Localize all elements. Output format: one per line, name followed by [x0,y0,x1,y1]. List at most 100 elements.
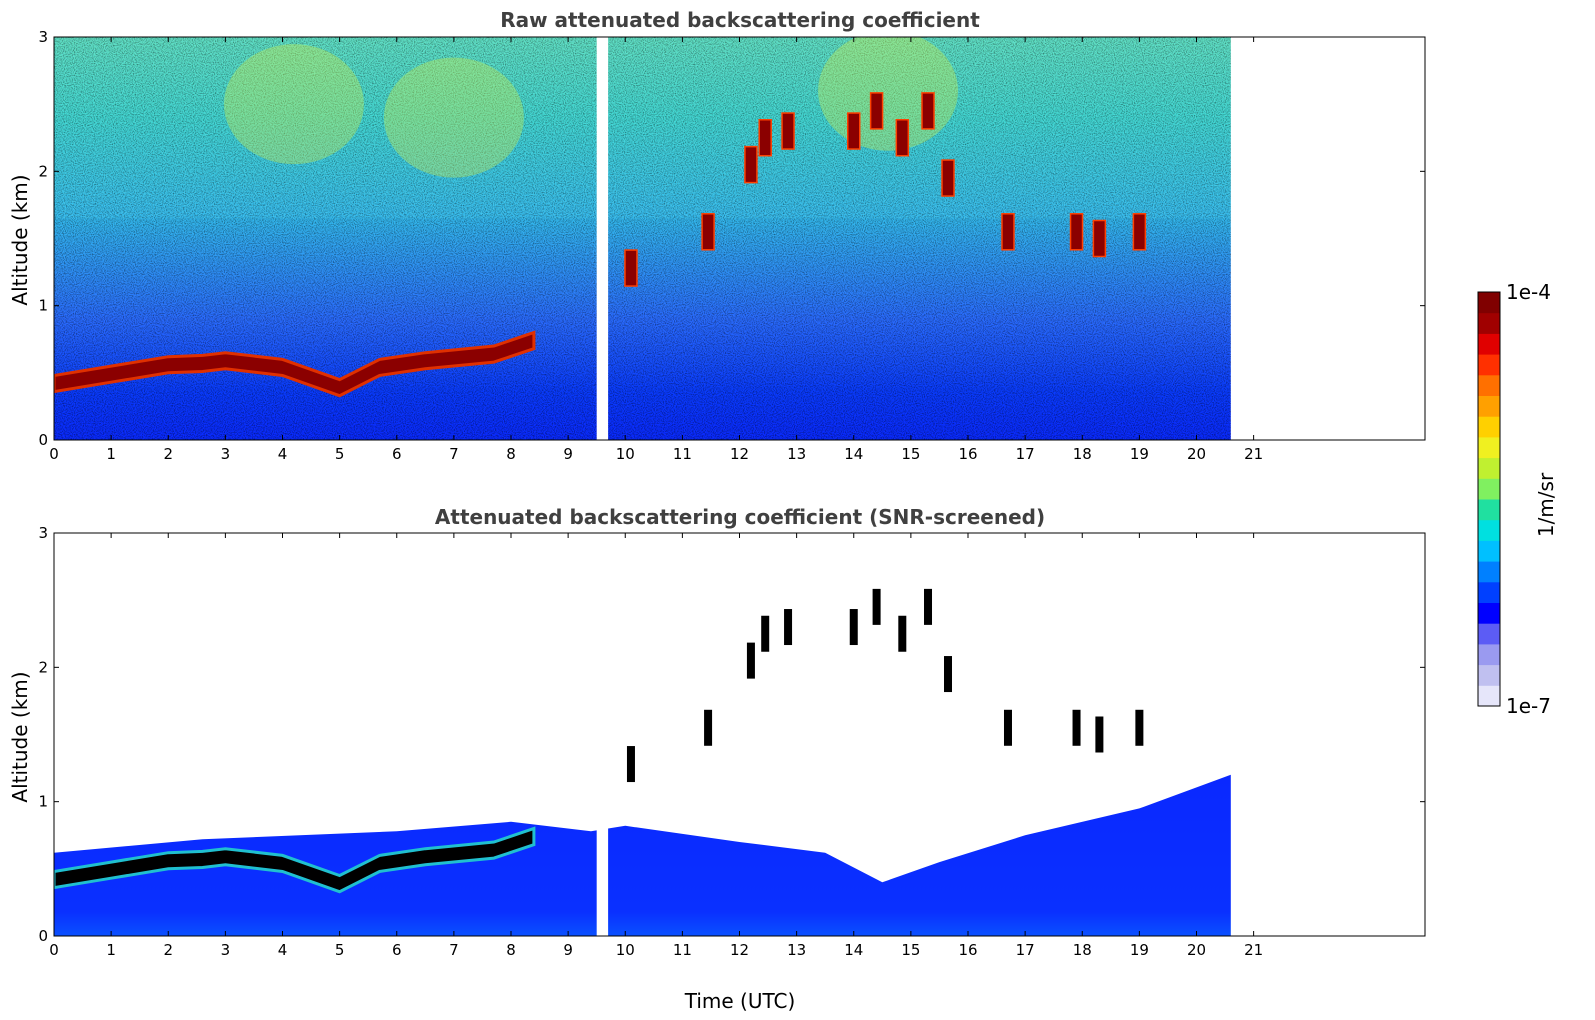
cloud-return [746,642,755,679]
colorbar-band [1478,395,1500,417]
x-tick-label: 5 [335,941,345,959]
x-tick-label: 11 [673,445,692,463]
x-tick-label: 8 [506,941,516,959]
cloud-return [784,609,793,646]
data-gap [596,533,609,936]
x-tick-label: 11 [673,941,692,959]
heatmap-image [54,37,1231,440]
cloud-return [895,119,910,157]
snr-screened-panel: Attenuated backscattering coefficient (S… [8,505,1426,1013]
cloud-return [744,145,758,184]
colorbar-band [1478,664,1500,686]
colorbar-band [1478,436,1500,459]
y-tick-label: 2 [38,162,48,180]
x-tick-label: 12 [730,445,749,463]
colorbar-band [1478,685,1500,707]
x-tick-label: 10 [616,941,635,959]
cloud-return [704,709,713,746]
colorbar-band [1478,561,1500,583]
cloud-return [624,249,638,287]
cloud-return [898,615,907,652]
colorbar-band [1478,374,1500,396]
y-axis-label: Altitude (km) [8,174,32,305]
x-tick-label: 14 [844,941,863,959]
x-tick-label: 9 [563,941,573,959]
y-tick-label: 0 [38,431,48,449]
x-tick-label: 13 [787,941,806,959]
x-tick-label: 3 [221,445,231,463]
colorbar-unit-label: 1/m/sr [1534,472,1558,537]
x-tick-label: 20 [1187,941,1206,959]
x-tick-label: 1 [106,445,116,463]
colorbar-frame [1477,291,1501,707]
boundary-layer-top [54,826,536,894]
x-tick-label: 2 [163,941,173,959]
x-tick-label: 12 [730,941,749,959]
y-tick-label: 1 [38,793,48,811]
cloud-return [1135,709,1144,746]
cloud-return [847,112,861,150]
data-gap [596,37,609,440]
x-tick-label: 9 [563,445,573,463]
y-axis-label: Altitude (km) [8,671,32,802]
colorbar-band [1478,478,1500,500]
x-tick-label: 15 [901,445,920,463]
panel-title: Raw attenuated backscattering coefficien… [500,8,980,32]
x-tick-label: 10 [616,445,635,463]
colorbar-band [1478,623,1500,645]
colorbar-band [1478,312,1500,334]
x-tick-label: 7 [449,445,459,463]
cloud-return [1132,213,1147,251]
x-tick-label: 3 [221,941,231,959]
cloud-return [944,656,953,693]
x-axis: 0 1 2 3 4 5 6 7 8 9 10 11 12 13 14 15 16 17 18 19 20 21 [49,37,1263,463]
cloud-return [872,588,881,625]
x-tick-label: 20 [1187,445,1206,463]
y-tick-label: 0 [38,927,48,945]
cloud-return [1069,213,1084,251]
y-tick-label: 3 [38,524,48,542]
colorbar-band [1478,519,1500,541]
colorbar-band [1478,333,1500,355]
colorbar-band [1478,292,1500,314]
x-tick-label: 7 [449,941,459,959]
cloud-return [1003,709,1012,746]
colorbar-band [1478,499,1500,521]
panel-title: Attenuated backscattering coefficient (S… [435,505,1045,529]
aerosol-patch [383,57,524,178]
cloud-return [869,92,884,130]
x-tick-label: 15 [901,941,920,959]
colorbar-band [1478,457,1500,479]
cloud-return [1095,716,1104,753]
x-tick-label: 16 [958,941,977,959]
colorbar-band [1478,643,1500,666]
aerosol-patch [223,44,364,165]
cloud-return [1001,213,1015,251]
cloud-return [626,746,635,783]
x-tick-label: 2 [163,445,173,463]
x-axis-label: Time (UTC) [684,989,796,1013]
x-tick-label: 5 [335,445,345,463]
boundary-layer-top [54,330,536,398]
cloud-return [781,112,795,150]
aerosol-patch [818,37,959,151]
x-tick-label: 8 [506,445,516,463]
x-tick-label: 14 [844,445,863,463]
cloud-return [701,213,715,251]
cloud-return [849,609,858,646]
signal-field [54,774,1231,936]
cloud-return [921,92,935,130]
x-tick-label: 6 [392,941,402,959]
colorbar: 1e-4 1e-7 1/m/sr [1477,280,1558,718]
y-tick-label: 2 [38,658,48,676]
x-tick-label: 1 [106,941,116,959]
colorbar-scale [1478,292,1500,707]
x-tick-label: 0 [49,941,59,959]
x-tick-label: 18 [1073,445,1092,463]
y-axis: 0 1 2 3 [38,524,1425,945]
x-tick-label: 17 [1016,445,1035,463]
colorbar-band [1478,602,1500,624]
colorbar-max-label: 1e-4 [1506,280,1551,304]
y-tick-label: 1 [38,297,48,315]
